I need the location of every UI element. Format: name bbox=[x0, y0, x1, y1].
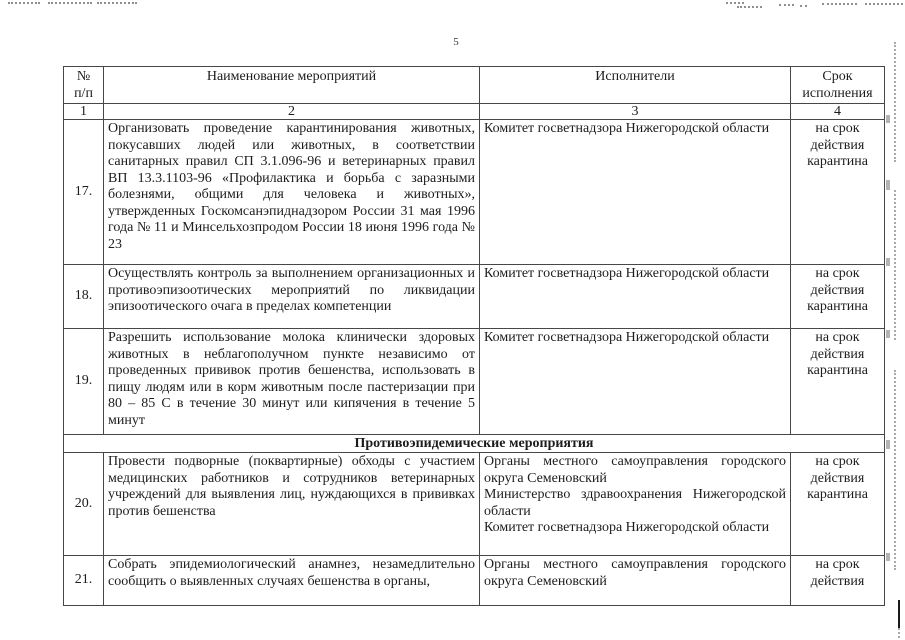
scan-artifact bbox=[737, 6, 762, 8]
executors-cell: Органы местного самоуправления городског… bbox=[479, 452, 791, 556]
scan-artifact bbox=[886, 440, 890, 449]
header-cell-executors: Исполнители bbox=[479, 66, 791, 104]
table-row-17: 17. Организовать проведение карантиниров… bbox=[63, 119, 885, 265]
column-number-2: 2 bbox=[103, 103, 480, 120]
scan-artifact bbox=[894, 42, 896, 162]
column-number-4: 4 bbox=[790, 103, 885, 120]
executors-cell: Комитет госветнадзора Нижегородской обла… bbox=[479, 328, 791, 435]
executor-line: Комитет госветнадзора Нижегородской обла… bbox=[484, 520, 770, 535]
measure-text: Разрешить использование молока клиническ… bbox=[103, 328, 480, 435]
column-number-3: 3 bbox=[479, 103, 791, 120]
row-number: 18. bbox=[63, 264, 104, 329]
table-row-18: 18. Осуществлять контроль за выполнением… bbox=[63, 264, 885, 329]
section-header-row: Противоэпидемические мероприятия bbox=[63, 434, 885, 453]
column-number-1: 1 bbox=[63, 103, 104, 120]
header-cell-measure-name: Наименование мероприятий bbox=[103, 66, 480, 104]
scan-artifact bbox=[898, 600, 900, 628]
header-cell-term: Срок исполнения bbox=[790, 66, 885, 104]
measure-text: Собрать эпидемиологический анамнез, неза… bbox=[103, 555, 480, 606]
scan-artifact bbox=[886, 330, 890, 338]
executors-cell: Органы местного самоуправления городског… bbox=[479, 555, 791, 606]
measures-table: № п/п Наименование мероприятий Исполните… bbox=[63, 66, 885, 606]
header-number-line1: № bbox=[76, 69, 91, 84]
scan-artifact bbox=[48, 2, 92, 4]
row-number: 21. bbox=[63, 555, 104, 606]
scan-artifact bbox=[726, 2, 744, 4]
table-header-row: № п/п Наименование мероприятий Исполните… bbox=[63, 66, 885, 104]
measure-text: Провести подворные (поквартирные) обходы… bbox=[103, 452, 480, 556]
table-row-21: 21. Собрать эпидемиологический анамнез, … bbox=[63, 555, 885, 606]
term-cell: на срок действия карантина bbox=[790, 119, 885, 265]
row-number: 20. bbox=[63, 452, 104, 556]
row-number: 17. bbox=[63, 119, 104, 265]
scan-artifact bbox=[886, 258, 890, 266]
executors-cell: Комитет госветнадзора Нижегородской обла… bbox=[479, 264, 791, 329]
scan-artifact bbox=[898, 628, 900, 638]
scan-artifact bbox=[886, 553, 890, 561]
scan-artifact bbox=[779, 4, 794, 6]
executor-line: Органы местного самоуправления городског… bbox=[484, 454, 786, 486]
table-row-19: 19. Разрешить использование молока клини… bbox=[63, 328, 885, 435]
scan-artifact bbox=[886, 115, 890, 123]
term-cell: на срок действия карантина bbox=[790, 328, 885, 435]
scan-artifact bbox=[822, 3, 857, 5]
row-number: 19. bbox=[63, 328, 104, 435]
term-cell: на срок действия bbox=[790, 555, 885, 606]
scan-artifact bbox=[865, 3, 903, 5]
scan-artifact bbox=[97, 2, 137, 4]
executor-line: Органы местного самоуправления городског… bbox=[484, 557, 786, 589]
executor-line: Комитет госветнадзора Нижегородской обла… bbox=[484, 266, 770, 281]
scan-artifact bbox=[894, 370, 896, 570]
executor-line: Комитет госветнадзора Нижегородской обла… bbox=[484, 121, 770, 136]
scan-artifact bbox=[8, 2, 40, 4]
table-row-20: 20. Провести подворные (поквартирные) об… bbox=[63, 452, 885, 556]
page-number: 5 bbox=[453, 36, 459, 48]
header-number-line2: п/п bbox=[74, 85, 93, 101]
scan-artifact bbox=[894, 190, 896, 340]
section-title: Противоэпидемические мероприятия bbox=[63, 434, 885, 453]
scan-artifact bbox=[886, 180, 890, 190]
measure-text: Осуществлять контроль за выполнением орг… bbox=[103, 264, 480, 329]
scan-artifact bbox=[800, 5, 807, 7]
executor-line: Комитет госветнадзора Нижегородской обла… bbox=[484, 330, 770, 345]
column-numbers-row: 1 2 3 4 bbox=[63, 103, 885, 120]
measure-text: Организовать проведение карантинирования… bbox=[103, 119, 480, 265]
term-cell: на срок действия карантина bbox=[790, 452, 885, 556]
header-cell-number: № п/п bbox=[63, 66, 104, 104]
executor-line: Министерство здравоохранения Нижегородск… bbox=[484, 487, 786, 519]
executors-cell: Комитет госветнадзора Нижегородской обла… bbox=[479, 119, 791, 265]
term-cell: на срок действия карантина bbox=[790, 264, 885, 329]
